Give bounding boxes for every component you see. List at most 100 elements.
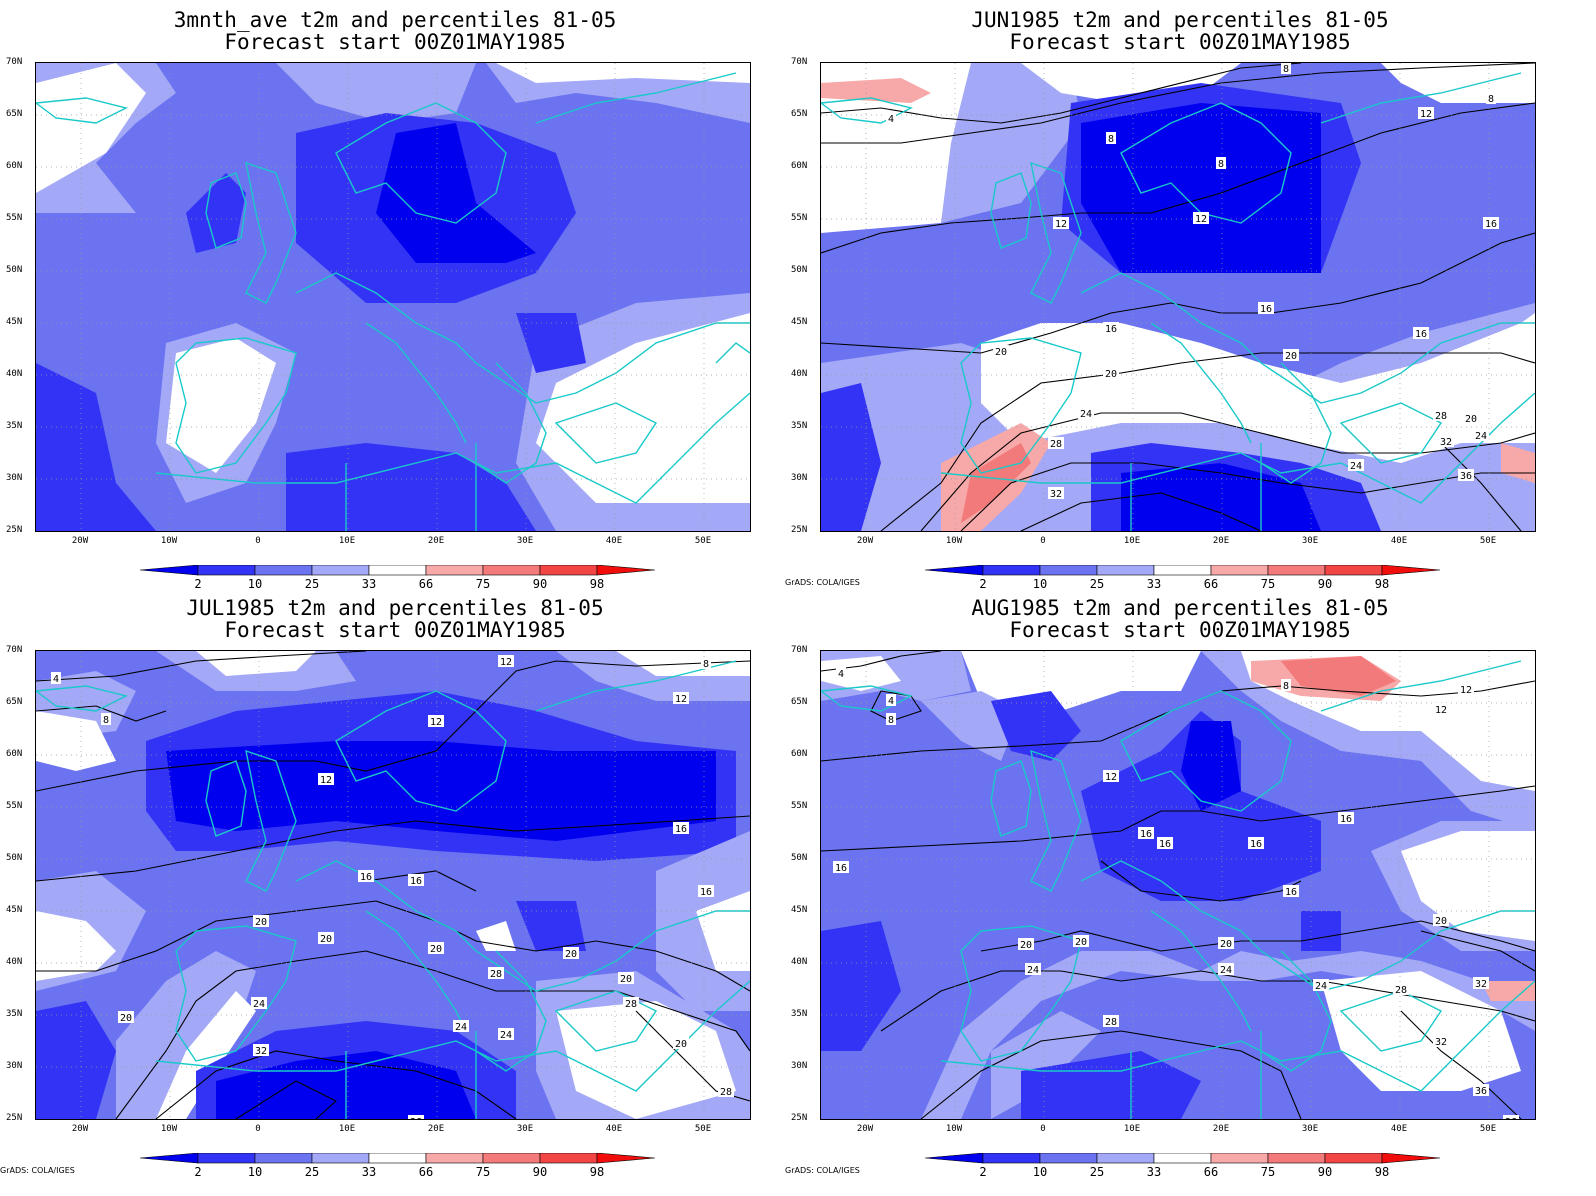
- contour-label-bg: [993, 345, 1009, 357]
- contour-label: 24: [1220, 965, 1232, 976]
- contour-label: 16: [1250, 839, 1262, 850]
- lat-label: 55N: [6, 801, 23, 811]
- lat-label: 30N: [791, 473, 808, 483]
- colorbar-label: 10: [247, 577, 263, 591]
- contour-label-bg: [1283, 349, 1299, 361]
- contour-label-bg: [1106, 132, 1116, 144]
- colorbar-label: 2: [194, 577, 202, 591]
- graticule: [36, 651, 750, 1119]
- colorbar-label: 33: [1146, 1165, 1162, 1179]
- contour-label-bg: [833, 861, 849, 873]
- contour-label-bg: [623, 997, 639, 1009]
- contour-label-bg: [1193, 212, 1209, 224]
- colorbar-swatch: [368, 565, 427, 576]
- contour-label-bg: [1433, 703, 1449, 715]
- colorbar-swatch: [982, 565, 1041, 576]
- contour-labels: 4 8 8 12 12 12 12 16 16 16 16 20 20 20 20 20 20 20 24 24 24 2…: [51, 655, 734, 1119]
- contour-label-bg: [1473, 977, 1489, 989]
- contour-label-bg: [1281, 679, 1291, 691]
- lon-label: 20E: [1212, 1124, 1230, 1134]
- colorbar-swatch: [197, 1153, 256, 1164]
- colorbar-label: 75: [1260, 1165, 1276, 1179]
- coastlines: [821, 660, 1535, 1119]
- lon-label: 0: [1040, 1124, 1046, 1134]
- contour-label-bg: [318, 932, 334, 944]
- colorbar-swatch: [368, 1153, 427, 1164]
- lon-label: 20E: [1212, 536, 1230, 546]
- contour-label: 28: [1050, 439, 1062, 450]
- contour-label-bg: [1103, 770, 1119, 782]
- colorbar-label: 75: [475, 1165, 491, 1179]
- map-panel-1: 3mnth_ave t2m and percentiles 81-05 Fore…: [0, 0, 790, 591]
- lat-label: 65N: [791, 109, 808, 119]
- contour-label: 28: [720, 1087, 732, 1098]
- lon-label: 10E: [338, 536, 356, 546]
- contour-label: 12: [1195, 214, 1207, 225]
- colorbar-label: 10: [1032, 577, 1048, 591]
- map-field: 4 4 8 8 12 12 12 16 16 16 16 16 16 20 20 20 20 24 24 24 28 28…: [821, 651, 1535, 1119]
- contour-label-bg: [358, 870, 374, 882]
- contour-label: 8: [103, 715, 109, 726]
- lon-label: 50E: [694, 536, 712, 546]
- contour-label: 20: [620, 974, 632, 985]
- colorbar-label: 75: [475, 577, 491, 591]
- contour-label: 4: [888, 114, 894, 125]
- contour-label: 8: [1108, 134, 1114, 145]
- lon-label: 10W: [160, 536, 178, 546]
- map-area: 4 8 8 8 8 12 12 12 16 16 16 16 20 20 20 20 24 24 24 28 28 32 3…: [820, 62, 1536, 532]
- contour-label: 16: [1485, 219, 1497, 230]
- lat-label: 45N: [791, 905, 808, 915]
- lon-label: 20E: [427, 1124, 445, 1134]
- contour-label-bg: [718, 1085, 734, 1097]
- contour-label-bg: [1313, 979, 1329, 991]
- contour-label: 16: [675, 824, 687, 835]
- lon-label: 10W: [945, 1124, 963, 1134]
- contour-label-bg: [101, 713, 111, 725]
- lat-label: 55N: [791, 213, 808, 223]
- contour-label-bg: [428, 942, 444, 954]
- lat-label: 60N: [6, 161, 23, 171]
- contour-label: 12: [1420, 109, 1432, 120]
- contour-label-bg: [1413, 327, 1429, 339]
- colorbar-swatch: [1096, 565, 1155, 576]
- colorbar-swatch: [1267, 565, 1326, 576]
- contour-label-bg: [1438, 435, 1454, 447]
- contour-label: 16: [1159, 839, 1171, 850]
- lat-label: 55N: [791, 801, 808, 811]
- contour-label-bg: [1025, 963, 1041, 975]
- colorbar-label: 25: [304, 577, 320, 591]
- contour-label: 32: [255, 1046, 267, 1057]
- contour-label-bg: [488, 967, 504, 979]
- lat-label: 50N: [6, 265, 23, 275]
- contour-label: 8: [703, 659, 709, 670]
- lon-label: 10W: [945, 536, 963, 546]
- contour-label: 20: [255, 917, 267, 928]
- colorbar-label: 90: [532, 1165, 548, 1179]
- contour-label-bg: [1248, 837, 1264, 849]
- colorbar: 2 10 25 33 66 75 90 98: [925, 1153, 1445, 1183]
- panel-subtitle: Forecast start 00Z01MAY1985: [224, 30, 566, 54]
- lat-label: 50N: [791, 853, 808, 863]
- contour-label-bg: [1348, 459, 1364, 471]
- contours: [36, 651, 750, 1119]
- contour-label: 32: [1440, 437, 1452, 448]
- map-panel-4: AUG1985 t2m and percentiles 81-05 Foreca…: [785, 588, 1575, 1179]
- percentile-fill: [36, 63, 750, 531]
- contour-label-bg: [1463, 412, 1479, 424]
- lat-label: 70N: [6, 57, 23, 67]
- colorbar-label: 75: [1260, 577, 1276, 591]
- contour-label-bg: [886, 112, 896, 124]
- contour-label: 16: [1260, 304, 1272, 315]
- lon-label: 20W: [856, 1124, 874, 1134]
- contour-label-bg: [618, 972, 634, 984]
- colorbar-swatch: [539, 1153, 598, 1164]
- map-area: 4 4 8 8 12 12 12 16 16 16 16 16 16 20 20 20 20 24 24 24 28 28…: [820, 650, 1536, 1120]
- contour-label: 24: [1315, 981, 1327, 992]
- lat-label: 45N: [6, 317, 23, 327]
- lon-label: 20W: [856, 536, 874, 546]
- contour-label-bg: [673, 822, 689, 834]
- colorbar-swatch: [140, 1153, 199, 1164]
- lat-label: 50N: [791, 265, 808, 275]
- lat-label: 35N: [791, 421, 808, 431]
- lat-label: 70N: [6, 645, 23, 655]
